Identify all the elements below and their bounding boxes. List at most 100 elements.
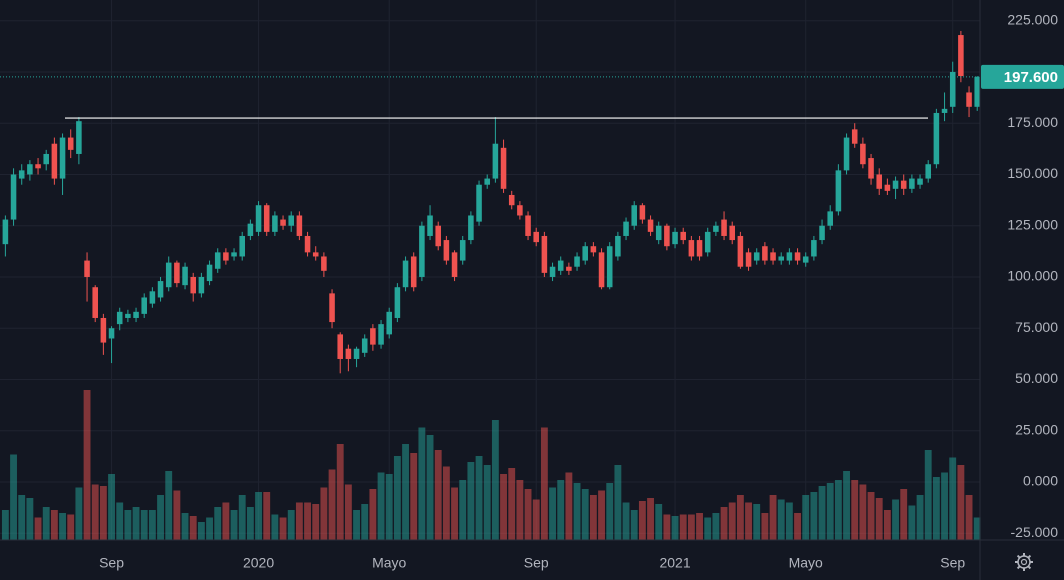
- candle-body: [484, 178, 490, 185]
- volume-bar: [59, 513, 66, 540]
- volume-bar: [336, 444, 344, 540]
- volume-bar: [410, 453, 418, 540]
- volume-bar: [638, 501, 646, 540]
- volume-bar: [369, 489, 377, 540]
- volume-bar: [75, 487, 83, 540]
- volume-bar: [467, 462, 475, 540]
- candle-body: [100, 317, 107, 343]
- y-tick-label: 175.000: [1007, 114, 1058, 130]
- candle-body: [108, 328, 115, 339]
- x-tick-label: Mayo: [789, 555, 823, 571]
- volume-bar: [769, 495, 777, 540]
- candle-body: [133, 311, 139, 318]
- candle-body: [525, 215, 531, 236]
- volume-bar: [589, 495, 597, 540]
- volume-bar: [34, 517, 42, 540]
- y-tick-label: 225.000: [1007, 11, 1058, 27]
- volume-bar: [418, 427, 426, 540]
- candle-body: [941, 108, 948, 113]
- y-tick-label: 0.000: [1023, 473, 1058, 489]
- volume-bar: [361, 504, 369, 540]
- x-tick-label: Sep: [524, 555, 549, 571]
- candle-body: [843, 137, 850, 171]
- volume-bar: [516, 480, 524, 540]
- candle-body: [949, 71, 956, 107]
- x-tick-label: Mayo: [372, 555, 406, 571]
- candle-body: [443, 240, 450, 261]
- volume-bar: [949, 457, 957, 540]
- candle-layer: [0, 30, 980, 374]
- volume-bar: [785, 502, 793, 540]
- volume-bar: [26, 498, 34, 540]
- candle-body: [321, 256, 327, 271]
- volume-bar: [875, 498, 883, 540]
- candle-body: [786, 252, 793, 261]
- candle-body: [116, 311, 123, 325]
- candle-body: [500, 147, 507, 189]
- last-price-tag: [981, 64, 1064, 89]
- candle-body: [345, 348, 352, 359]
- candle-body: [590, 246, 597, 253]
- candle-body: [402, 260, 409, 288]
- volume-bar: [50, 510, 58, 540]
- volume-bar: [524, 489, 532, 540]
- volume-bar: [851, 480, 859, 540]
- candle-body: [729, 225, 735, 241]
- candle-body: [272, 215, 278, 232]
- volume-bar: [238, 495, 246, 540]
- volume-bar: [614, 465, 622, 540]
- volume-bar: [230, 510, 238, 540]
- candle-body: [190, 276, 196, 294]
- volume-bar: [957, 465, 965, 540]
- y-tick-label: -25.000: [1011, 524, 1059, 540]
- candle-body: [541, 235, 548, 273]
- y-tick-label: 150.000: [1007, 165, 1058, 181]
- y-tick-label: 100.000: [1007, 268, 1058, 284]
- settings-icon[interactable]: [1015, 553, 1033, 571]
- volume-bar: [573, 483, 581, 540]
- volume-bar: [867, 492, 875, 540]
- volume-bar: [181, 513, 189, 540]
- volume-bar: [859, 484, 867, 540]
- x-tick-label: Sep: [940, 555, 965, 571]
- volume-bar: [451, 487, 458, 540]
- candle-body: [427, 215, 433, 236]
- candle-body: [492, 143, 499, 179]
- volume-bar: [459, 480, 467, 540]
- candle-body: [361, 338, 368, 353]
- volume-bar: [402, 444, 409, 540]
- candle-body: [59, 137, 66, 179]
- volume-bar: [630, 510, 638, 540]
- candle-body: [165, 262, 172, 288]
- candle-body: [35, 164, 41, 169]
- volume-bar: [728, 502, 736, 540]
- y-tick-label: 75.000: [1015, 319, 1058, 335]
- candle-body: [206, 264, 213, 282]
- volume-bar: [173, 490, 181, 540]
- candle-body: [141, 297, 147, 314]
- candle-body: [557, 260, 564, 271]
- candle-body: [639, 205, 646, 220]
- volume-bar: [745, 502, 752, 540]
- volume-bar: [312, 504, 320, 540]
- volume-bar: [91, 484, 99, 540]
- candle-body: [680, 231, 686, 241]
- volume-bar: [810, 492, 818, 540]
- volume-bar: [908, 505, 916, 540]
- candle-body: [909, 178, 915, 189]
- volume-bar: [712, 513, 720, 540]
- candle-body: [566, 266, 572, 271]
- volume-bar: [818, 486, 826, 540]
- candle-body: [451, 252, 458, 277]
- volume-bar: [83, 390, 91, 540]
- candle-body: [386, 311, 392, 335]
- candle-body: [688, 240, 695, 257]
- candle-body: [329, 293, 335, 323]
- volume-bar: [540, 427, 548, 540]
- candle-body: [672, 231, 678, 245]
- volume-bar: [491, 420, 499, 540]
- volume-bar: [67, 514, 75, 540]
- candle-body: [876, 174, 882, 189]
